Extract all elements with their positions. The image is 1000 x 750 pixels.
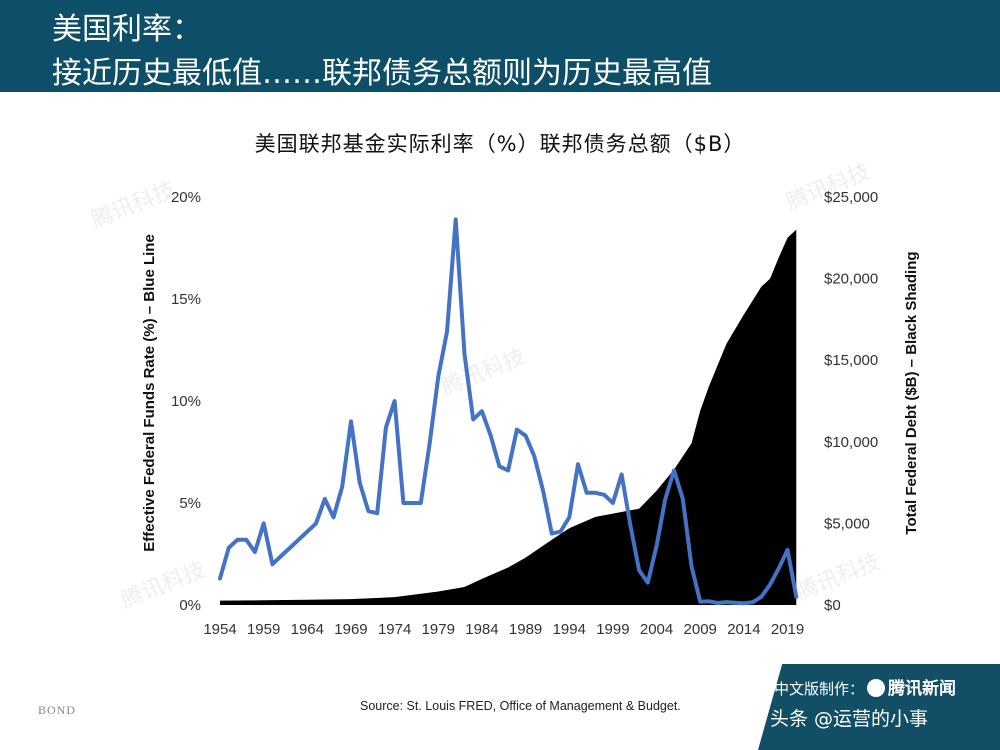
x-tick-label: 2004 xyxy=(640,621,673,638)
rate-line xyxy=(218,217,799,606)
slide-title-line2: 接近历史最低值……联邦债务总额则为历史最高值 xyxy=(52,56,712,91)
right-tick-label: $15,000 xyxy=(824,352,878,369)
left-axis-title: Effective Federal Funds Rate (%) – Blue … xyxy=(141,234,158,552)
x-axis-ticks: 1954 1959 1964 1969 1974 1979 1984 1989 1994 1999… xyxy=(203,621,804,638)
left-tick-label: 5% xyxy=(179,495,201,512)
right-tick-label: $5,000 xyxy=(824,515,870,532)
left-tick-label: 0% xyxy=(179,597,201,614)
watermark-text: 腾讯科技 xyxy=(88,177,179,233)
header-banner: 美国利率： 接近历史最低值……联邦债务总额则为历史最高值 xyxy=(0,0,1000,92)
right-axis-title: Total Federal Debt ($B) – Black Shading xyxy=(903,251,920,534)
badge-brand: 腾讯新闻 xyxy=(888,679,957,699)
x-tick-label: 1954 xyxy=(203,621,236,638)
watermark-text: 腾讯科技 xyxy=(783,159,874,215)
left-axis-ticks: 0% 5% 10% 15% 20% xyxy=(171,189,201,614)
debt-area xyxy=(220,229,797,605)
source-note: Source: St. Louis FRED, Office of Manage… xyxy=(360,699,681,713)
left-tick-label: 10% xyxy=(171,393,201,410)
right-tick-label: $10,000 xyxy=(824,434,878,451)
slide-title-line1: 美国利率： xyxy=(52,12,202,47)
x-tick-label: 1989 xyxy=(509,621,542,638)
credit-badge xyxy=(758,664,1000,750)
right-tick-label: $20,000 xyxy=(824,271,878,288)
badge-author: 头条 @运营的小事 xyxy=(770,708,929,730)
x-tick-label: 1979 xyxy=(422,621,455,638)
x-tick-label: 2019 xyxy=(771,621,804,638)
x-tick-label: 1994 xyxy=(553,621,586,638)
x-tick-label: 1959 xyxy=(247,621,280,638)
badge-made-by-label: 中文版制作： xyxy=(774,680,865,698)
x-tick-label: 1984 xyxy=(465,621,498,638)
x-tick-label: 1964 xyxy=(291,621,324,638)
right-tick-label: $25,000 xyxy=(824,189,878,206)
x-tick-label: 1969 xyxy=(334,621,367,638)
watermark-text: 腾讯科技 xyxy=(438,344,529,400)
chart-title: 美国联邦基金实际利率（%）联邦债务总额（$B） xyxy=(254,132,746,156)
badge-made-by: 中文版制作： 腾讯新闻 xyxy=(774,674,956,699)
x-tick-label: 1999 xyxy=(596,621,629,638)
x-tick-label: 2014 xyxy=(727,621,760,638)
left-tick-label: 15% xyxy=(171,291,201,308)
left-tick-label: 20% xyxy=(171,189,201,206)
tencent-logo-icon xyxy=(867,679,886,697)
bond-logo: BOND xyxy=(38,703,77,717)
rate-line-layer xyxy=(218,217,799,606)
debt-area-layer xyxy=(220,229,797,605)
x-tick-label: 1974 xyxy=(378,621,411,638)
right-tick-label: $0 xyxy=(824,597,841,614)
x-tick-label: 2009 xyxy=(684,621,717,638)
right-axis-ticks: $0 $5,000 $10,000 $15,000 $20,000 $25,000 xyxy=(824,189,878,614)
